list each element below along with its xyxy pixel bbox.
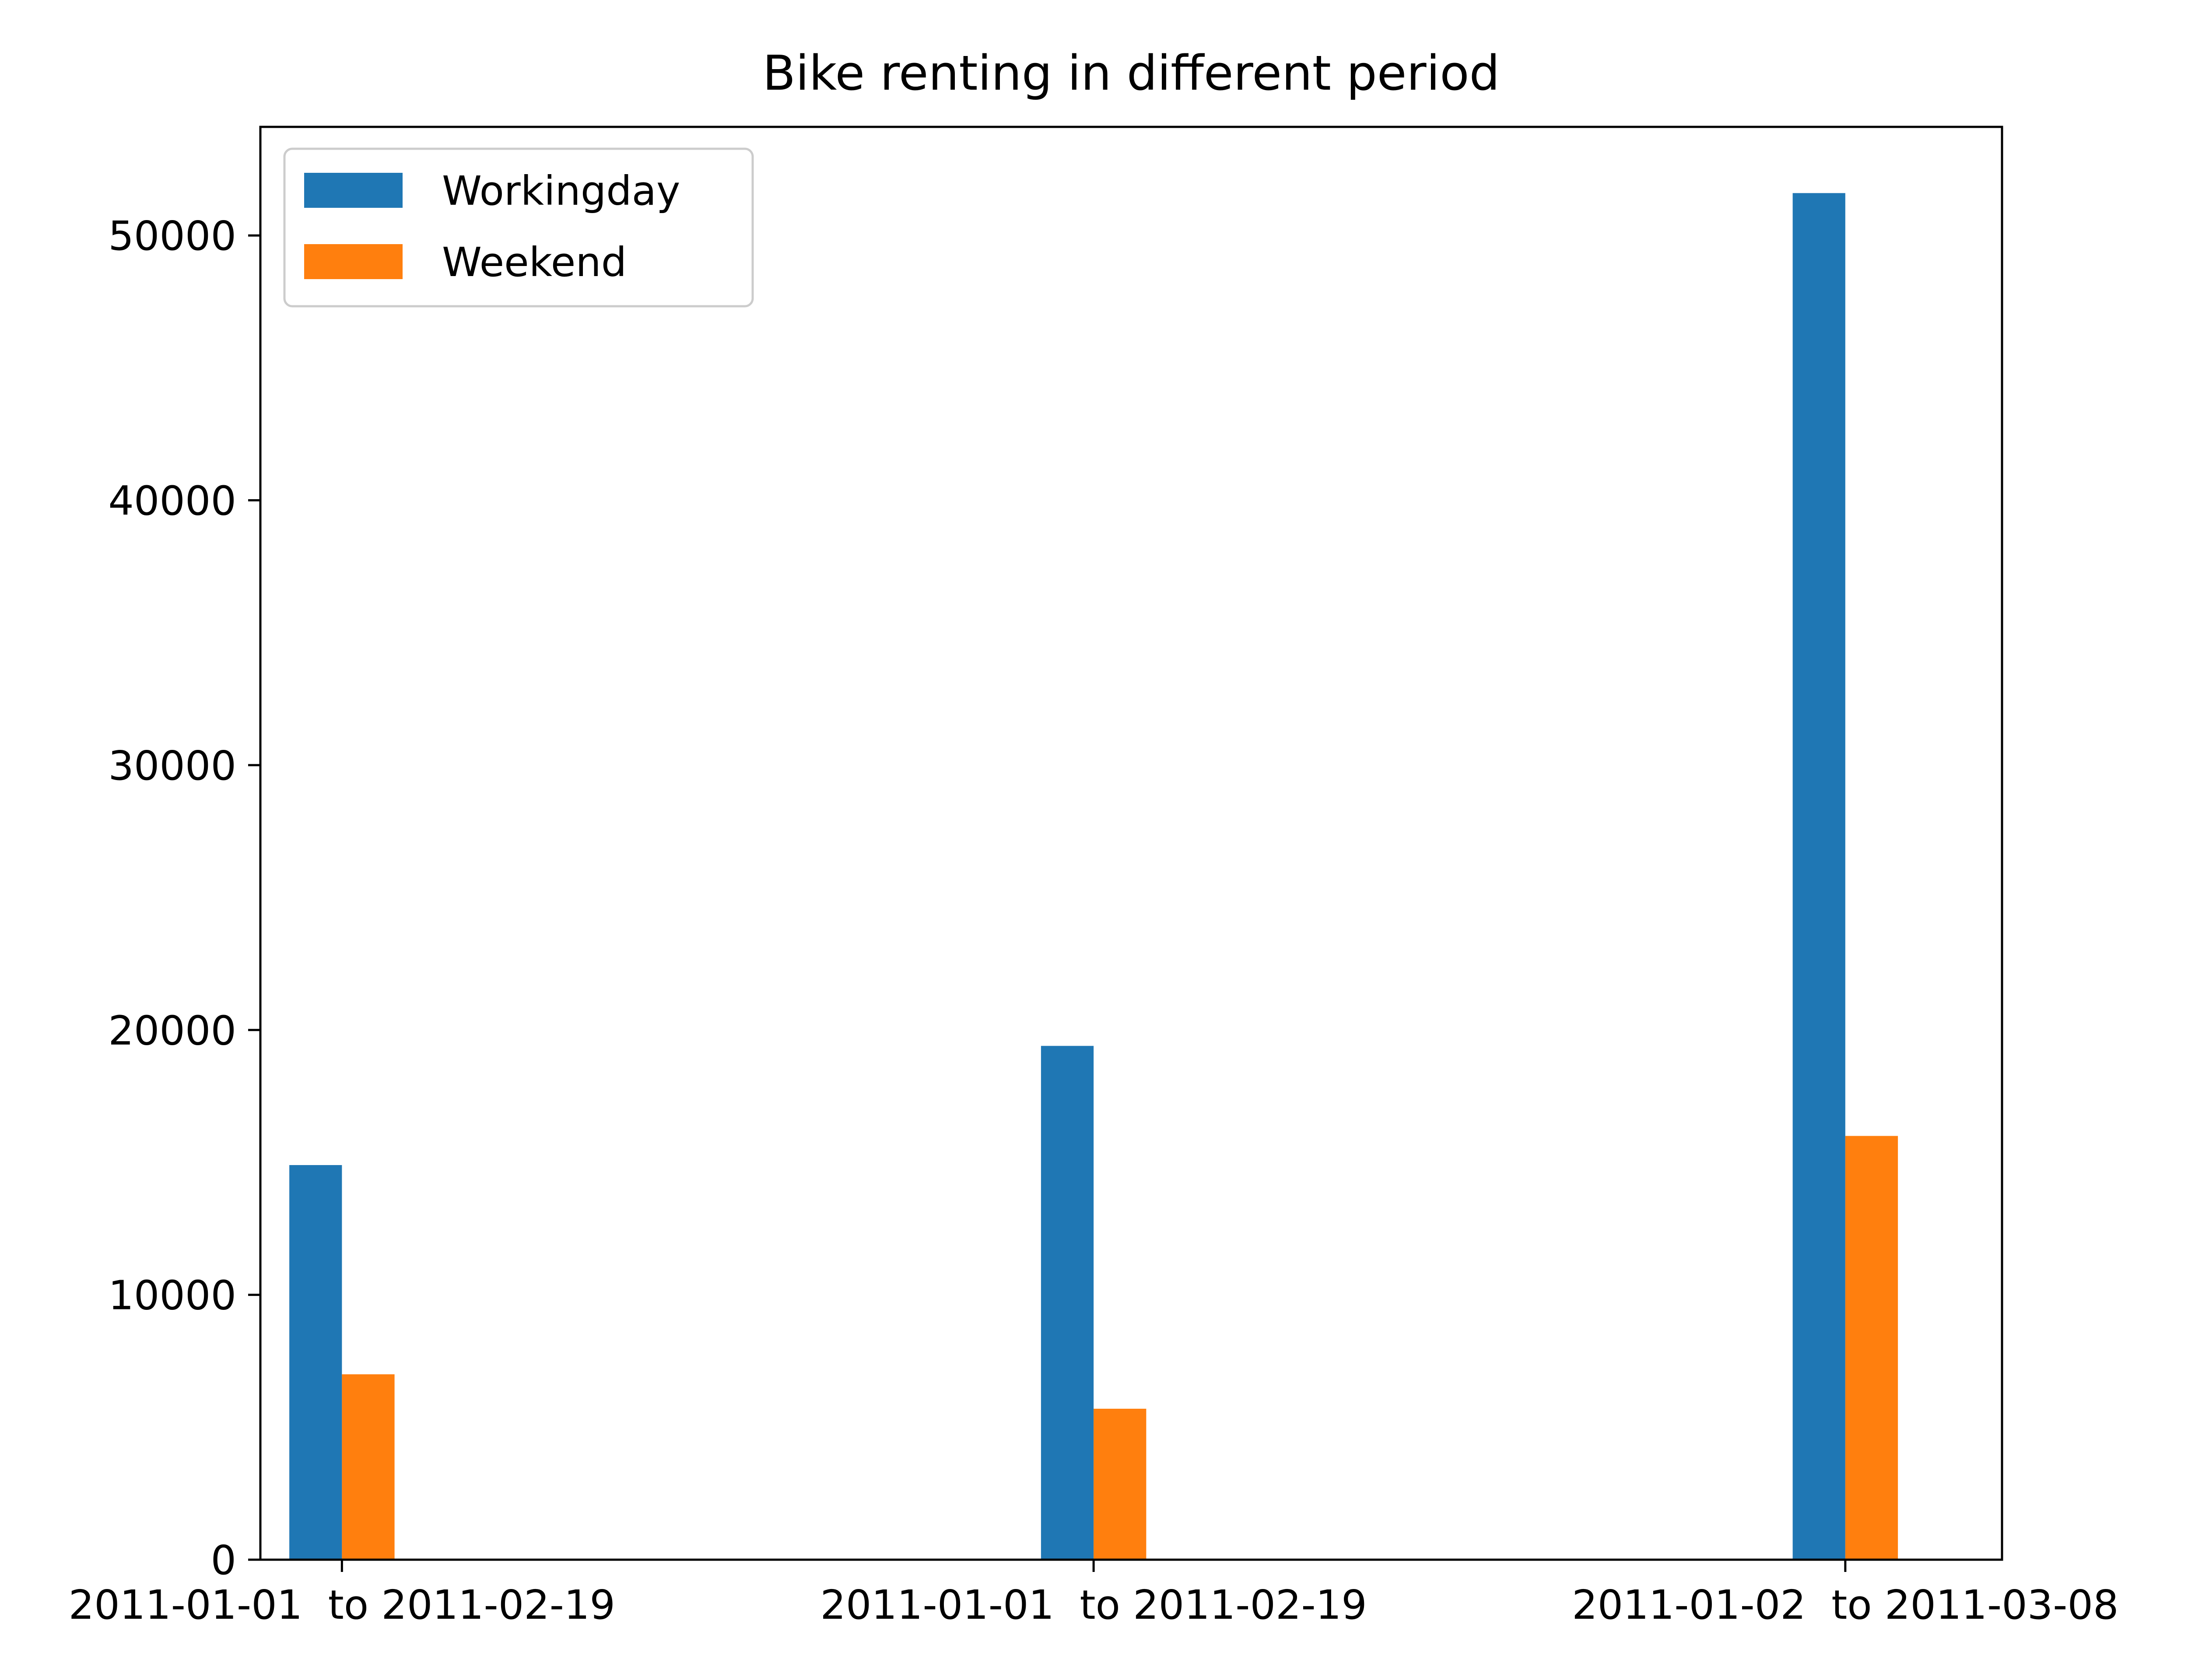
y-tick-label: 20000 bbox=[108, 1007, 236, 1054]
legend-swatch-weekend bbox=[304, 244, 403, 279]
legend-label-weekend: Weekend bbox=[442, 239, 627, 286]
bar-workingday-3 bbox=[1792, 193, 1845, 1560]
bar-weekend-1 bbox=[342, 1374, 395, 1560]
bar-weekend-3 bbox=[1845, 1136, 1898, 1560]
legend-swatch-workingday bbox=[304, 173, 403, 208]
y-tick-label: 0 bbox=[210, 1537, 236, 1584]
legend: Workingday Weekend bbox=[283, 147, 754, 308]
bars-layer bbox=[289, 193, 1898, 1560]
y-tick-label: 10000 bbox=[108, 1272, 236, 1319]
y-tick-label: 30000 bbox=[108, 742, 236, 789]
axes-layer: 0 10000 20000 30000 40000 50000 2011-01-01 to … bbox=[69, 126, 2119, 1628]
plot-frame bbox=[259, 126, 2003, 1561]
y-tick-label: 40000 bbox=[108, 478, 236, 525]
chart-title: Bike renting in different period bbox=[763, 45, 1500, 101]
x-tick-label: 2011-01-02 to 2011-03-08 bbox=[1572, 1582, 2118, 1628]
x-tick-label: 2011-01-01 to 2011-02-19 bbox=[820, 1582, 1367, 1628]
legend-label-workingday: Workingday bbox=[442, 168, 680, 214]
x-tick-label: 2011-01-01 to 2011-02-19 bbox=[69, 1582, 615, 1628]
bar-workingday-1 bbox=[289, 1165, 342, 1560]
bar-workingday-2 bbox=[1041, 1046, 1094, 1560]
y-tick-label: 50000 bbox=[108, 213, 236, 259]
bar-weekend-2 bbox=[1094, 1408, 1147, 1560]
